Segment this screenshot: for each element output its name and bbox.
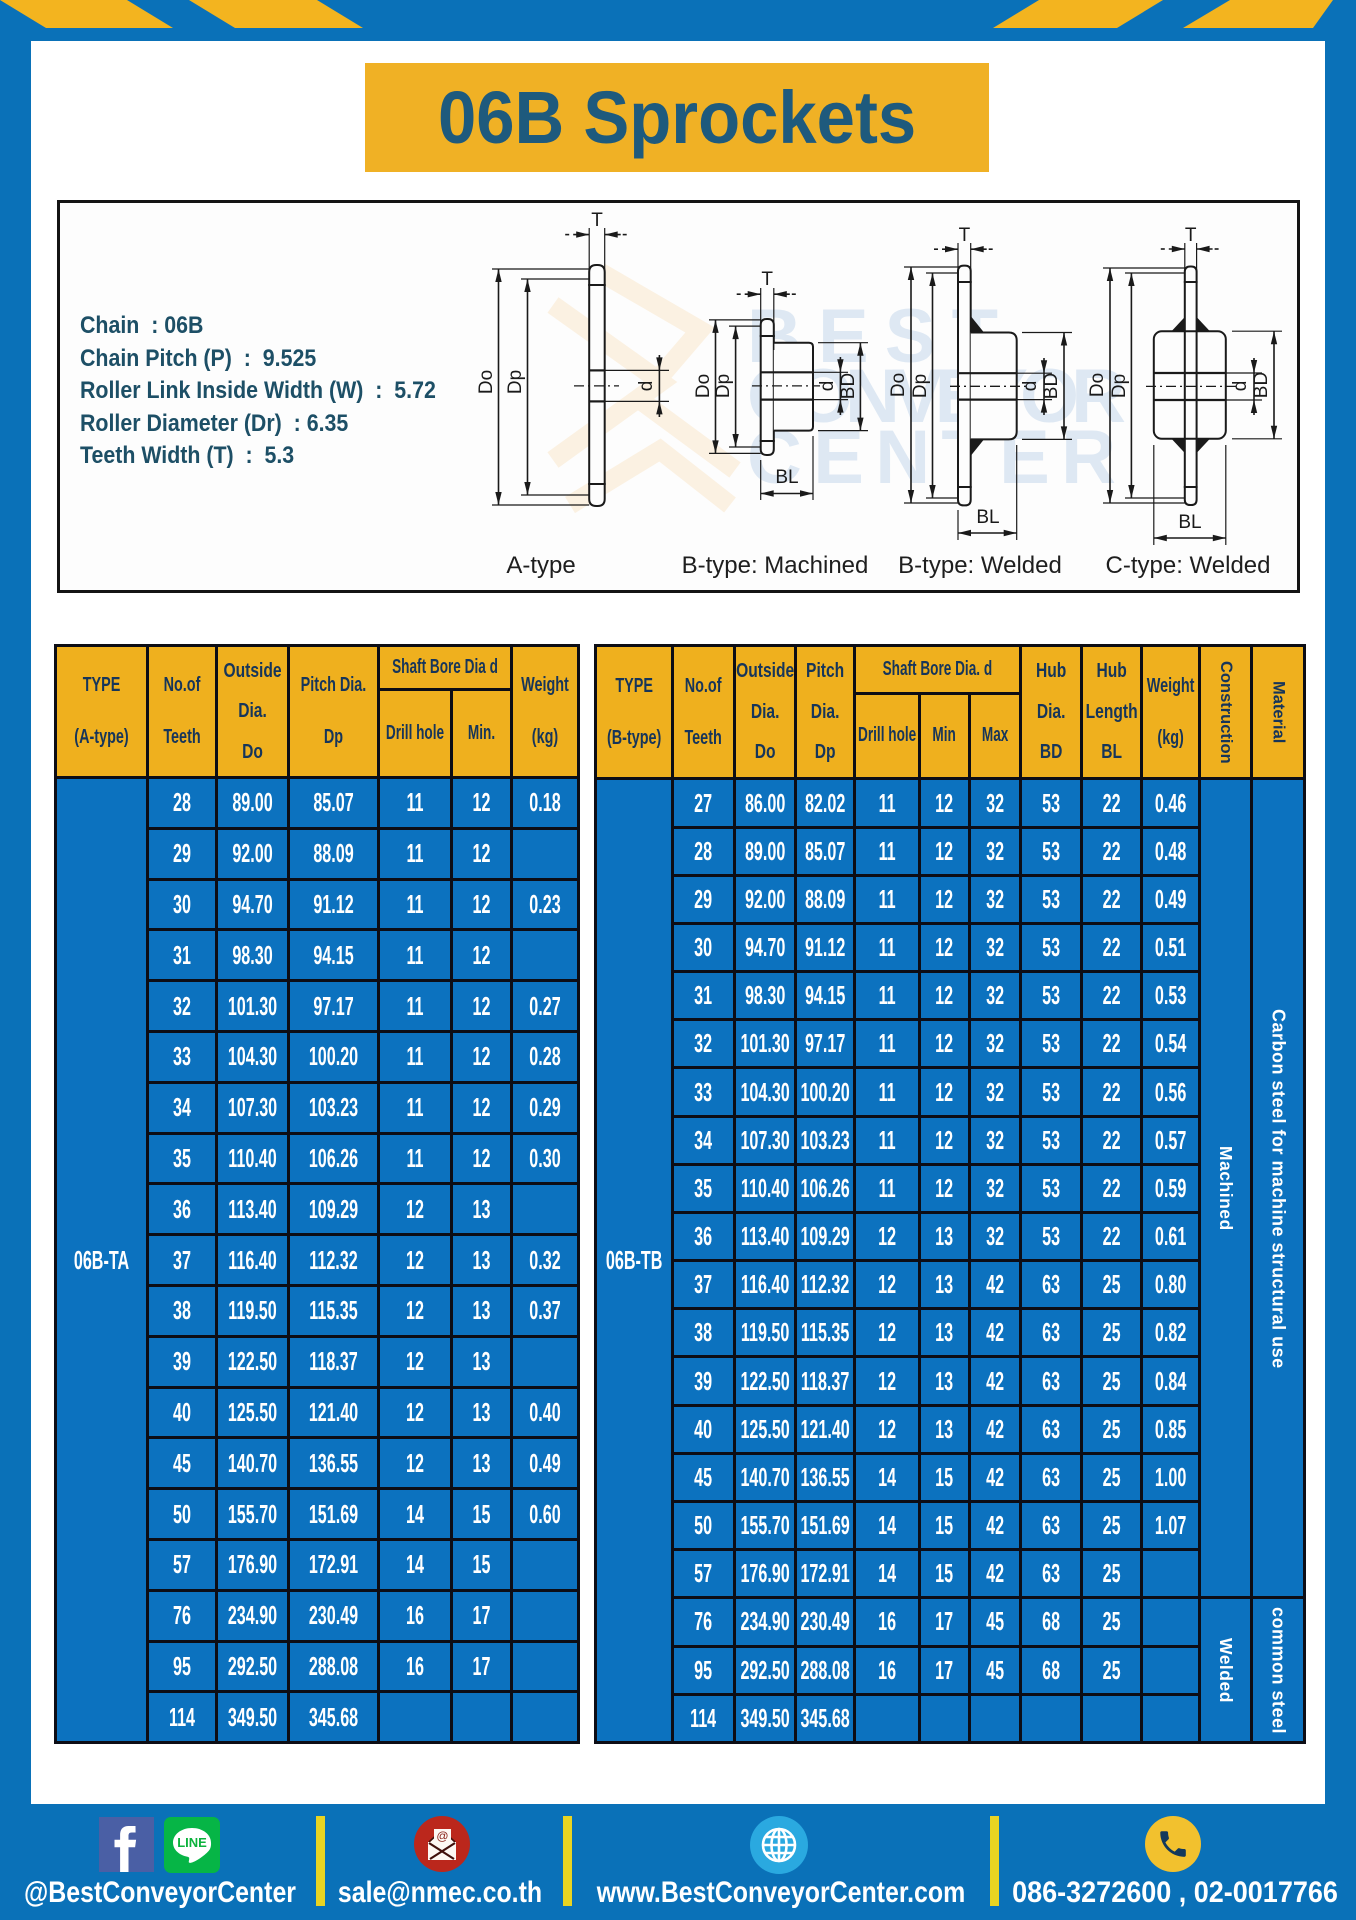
svg-text:@: @: [436, 1829, 448, 1843]
svg-text:BL: BL: [1178, 512, 1201, 533]
svg-text:T: T: [591, 210, 603, 231]
svg-text:d: d: [817, 381, 838, 392]
svg-text:BD: BD: [838, 373, 859, 399]
svg-text:T: T: [1185, 225, 1197, 246]
svg-text:Do: Do: [888, 373, 909, 397]
svg-text:d: d: [636, 381, 657, 392]
svg-text:BD: BD: [1251, 372, 1272, 398]
svg-text:Dp: Dp: [713, 374, 734, 398]
svg-text:d: d: [1020, 381, 1041, 392]
svg-text:Dp: Dp: [1109, 374, 1130, 398]
svg-text:Dp: Dp: [505, 370, 526, 394]
svg-text:BD: BD: [1041, 373, 1062, 399]
svg-text:B-type: Machined: B-type: Machined: [682, 552, 869, 579]
svg-text:T: T: [959, 225, 971, 246]
svg-text:C-type: Welded: C-type: Welded: [1106, 552, 1271, 579]
svg-text:B-type: Welded: B-type: Welded: [898, 552, 1062, 579]
svg-text:Do: Do: [476, 370, 497, 394]
svg-text:d: d: [1230, 381, 1251, 392]
svg-text:Do: Do: [1087, 373, 1108, 397]
svg-text:BL: BL: [976, 507, 999, 528]
svg-text:Dp: Dp: [910, 374, 931, 398]
svg-text:Do: Do: [693, 374, 714, 398]
svg-text:LINE: LINE: [177, 1835, 207, 1850]
svg-text:T: T: [761, 269, 773, 290]
svg-text:BL: BL: [775, 467, 798, 488]
svg-text:A-type: A-type: [506, 552, 575, 579]
